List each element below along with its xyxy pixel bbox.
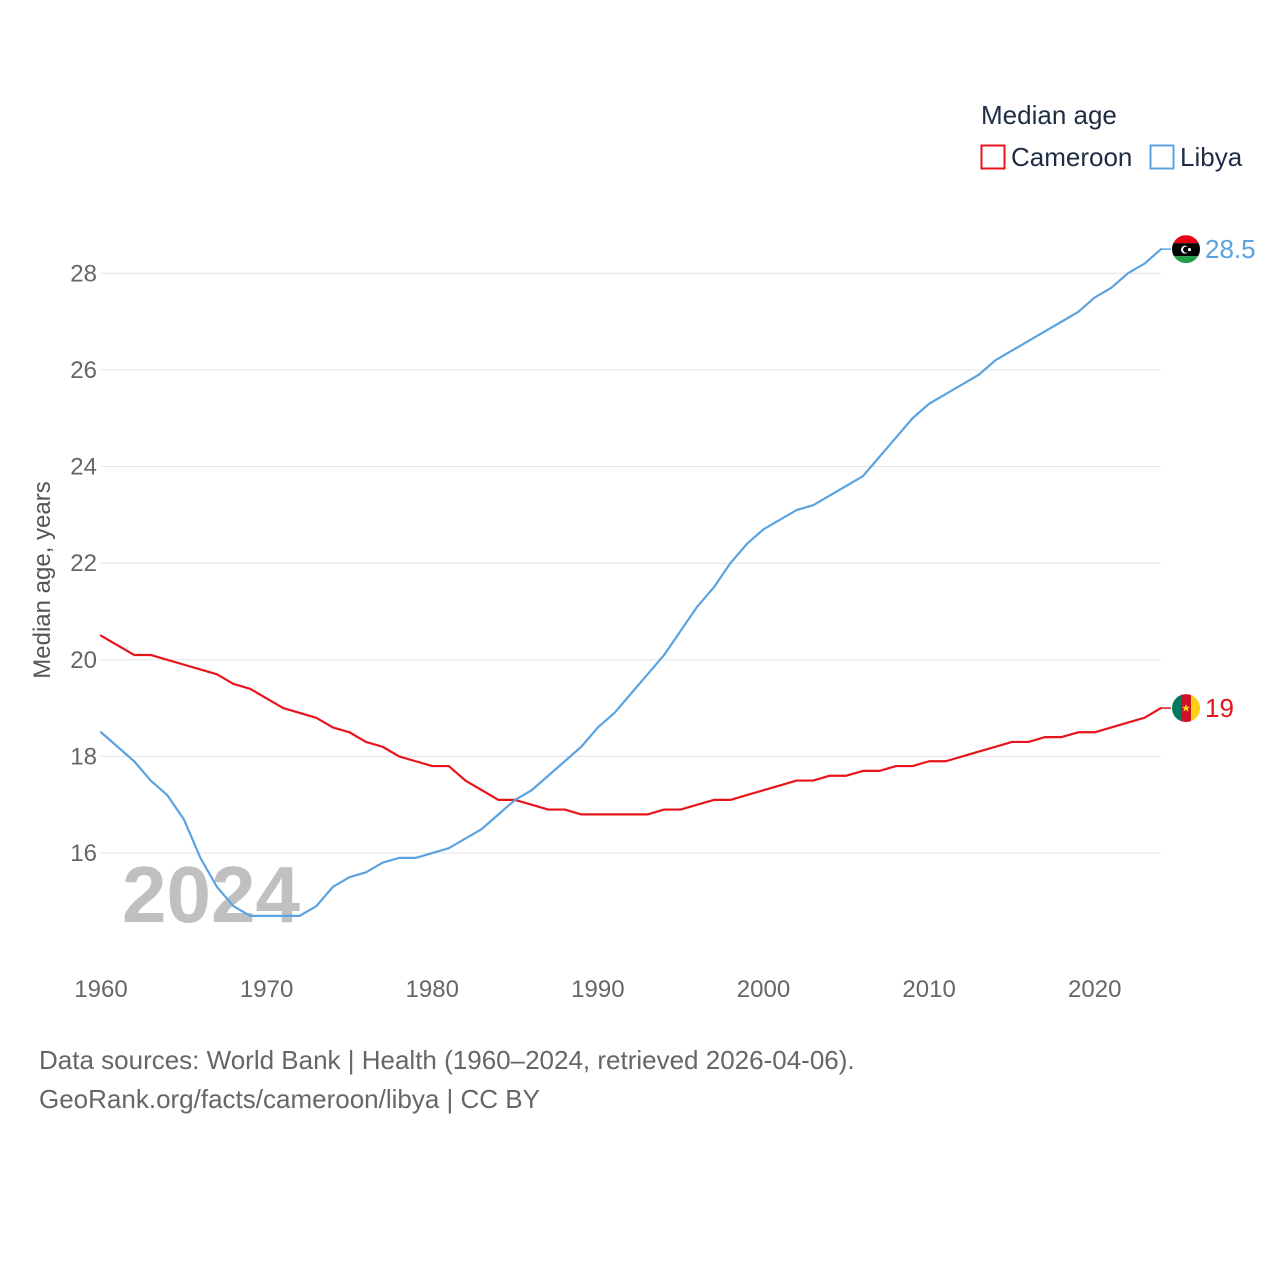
- y-tick-label-18: 18: [70, 743, 97, 770]
- legend-title: Median age: [981, 100, 1117, 130]
- y-tick-label-28: 28: [70, 260, 97, 287]
- series-line-libya[interactable]: [99, 248, 1163, 917]
- y-axis-label: Median age, years: [29, 481, 56, 678]
- x-axis-ticks: 1960 1970 1980 1990 2000 2010 2020: [74, 976, 1121, 1003]
- y-tick-label-16: 16: [70, 840, 97, 867]
- legend-swatch-cameroon[interactable]: [980, 144, 1006, 170]
- series-line-cameroon[interactable]: [99, 634, 1163, 816]
- y-tick-label-20: 20: [70, 647, 97, 674]
- legend-label-libya[interactable]: Libya: [1180, 142, 1243, 172]
- x-tick-label-1990: 1990: [571, 976, 624, 1003]
- y-tick-label-24: 24: [70, 454, 97, 481]
- x-tick-label-1980: 1980: [406, 976, 459, 1003]
- cameroon-end-value: 19: [1205, 693, 1234, 723]
- x-tick-label-2010: 2010: [902, 976, 955, 1003]
- x-tick-label-1970: 1970: [240, 976, 293, 1003]
- x-tick-label-1960: 1960: [74, 976, 127, 1003]
- legend: Median age Cameroon Libya: [980, 100, 1243, 172]
- cameroon-flag-icon: [1172, 694, 1200, 723]
- libya-end-value: 28.5: [1205, 234, 1256, 264]
- legend-label-cameroon[interactable]: Cameroon: [1011, 142, 1132, 172]
- source-line-1: Data sources: World Bank | Health (1960–…: [39, 1045, 855, 1075]
- legend-swatch-libya[interactable]: [1149, 144, 1175, 170]
- year-watermark: 2024: [122, 850, 300, 939]
- y-axis-ticks: 16 18 20 22 24 26 28: [70, 260, 97, 867]
- y-tick-label-22: 22: [70, 550, 97, 577]
- libya-flag-icon: [1172, 235, 1200, 264]
- y-tick-label-26: 26: [70, 357, 97, 384]
- series-lines: [99, 248, 1171, 917]
- x-tick-label-2020: 2020: [1068, 976, 1121, 1003]
- gridlines: [101, 272, 1161, 854]
- source-line-2[interactable]: GeoRank.org/facts/cameroon/libya | CC BY: [39, 1084, 540, 1114]
- x-tick-label-2000: 2000: [737, 976, 790, 1003]
